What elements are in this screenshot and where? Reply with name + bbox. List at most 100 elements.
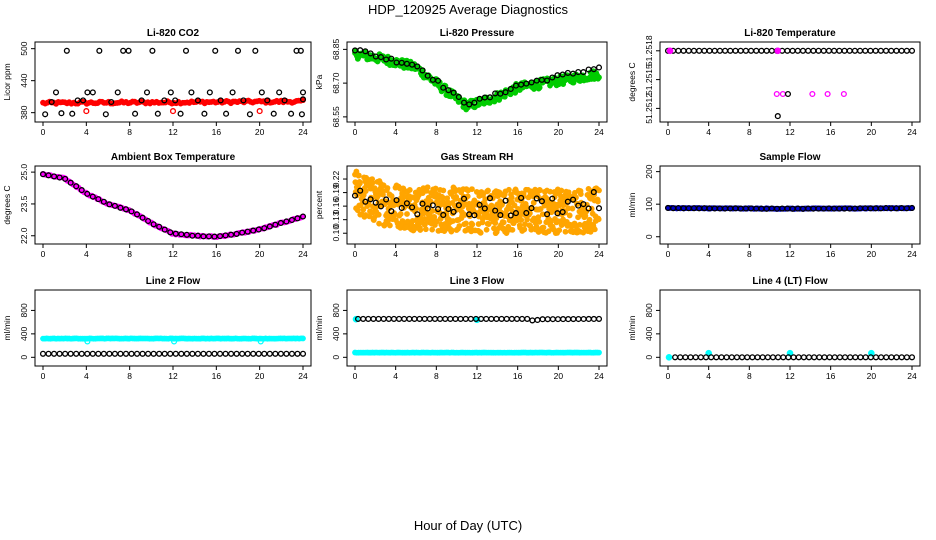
y-tick-label: 51.2512 [644,93,654,124]
data-point [297,47,304,54]
data-point [507,85,514,92]
data-point [266,350,273,357]
data-point [95,350,102,357]
data-point [205,350,213,357]
x-tick-label: 12 [472,127,482,137]
panel-title: Line 4 (LT) Flow [752,276,828,287]
data-point [569,205,576,212]
data-point [351,192,359,199]
data-point [497,212,504,219]
data-point [396,315,403,322]
data-point [111,350,118,357]
data-point [211,350,218,357]
data-point [100,198,107,205]
y-axis-label: Licor ppm [2,63,12,100]
data-point [437,315,444,322]
data-point [492,220,499,226]
data-point [369,180,376,186]
data-point [52,89,60,96]
data-point [485,187,491,194]
data-point [702,354,710,361]
data-point [448,227,455,234]
data-point [815,47,822,54]
data-point [63,47,70,54]
data-point [898,354,905,361]
data-point [58,110,65,117]
x-tick-label: 12 [168,249,178,259]
data-point [672,354,679,361]
data-point [108,98,115,106]
x-tick-label: 20 [255,371,265,381]
x-tick-label: 0 [41,127,46,137]
x-tick-label: 16 [513,249,523,259]
data-point [722,47,729,54]
data-point [595,315,603,322]
data-point [789,47,796,54]
data-point [537,187,543,194]
data-point [138,97,145,104]
data-point [675,47,682,54]
data-point [469,221,476,228]
data-point [128,350,135,357]
data-point [357,187,364,194]
data-point [234,47,242,54]
data-point [492,207,499,214]
data-point [414,211,421,218]
data-point [799,47,807,54]
data-point [539,316,546,323]
data-point [682,354,689,361]
data-point [477,229,484,236]
data-point [167,350,174,357]
y-tick-label: 22.0 [19,227,29,244]
data-point [595,198,601,205]
data-point [78,187,85,194]
x-tick-label: 16 [513,371,523,381]
data-point [518,217,525,223]
data-point [784,47,791,54]
data-point [486,195,494,202]
data-point [398,204,405,211]
data-point [453,194,460,200]
data-point [562,228,569,235]
y-axis-label: ml/min [314,315,324,340]
data-point [580,315,587,323]
data-point [595,205,603,212]
data-point [512,210,519,217]
data-point [800,354,807,361]
y-tick-label: 800 [644,303,654,317]
x-tick-label: 24 [907,127,917,137]
data-point [51,173,58,180]
data-point [708,354,715,361]
data-point [385,315,392,322]
data-point [56,174,63,181]
panel-title: Li-820 CO2 [147,28,200,39]
data-point [590,315,597,322]
data-point [188,89,195,96]
data-point [228,231,235,238]
y-tick-label: 0.13 [331,211,341,228]
data-point [511,202,518,209]
data-point [569,70,577,77]
data-point [206,89,213,96]
data-point [383,196,390,203]
data-point [244,350,251,357]
data-point [169,108,177,115]
data-point [276,89,283,96]
data-point [544,77,551,84]
data-point [460,99,468,106]
data-point [167,229,174,236]
data-point [183,350,190,357]
data-point [258,89,265,96]
data-point [222,232,229,239]
panel-title: Sample Flow [759,152,820,163]
data-point [565,316,572,323]
data-point [559,208,566,216]
data-point [908,204,916,212]
x-tick-label: 24 [594,249,604,259]
data-point [535,214,542,221]
data-point [89,89,96,96]
data-point [732,47,739,54]
data-point [388,208,395,215]
data-point [250,350,257,357]
data-point [125,47,132,54]
